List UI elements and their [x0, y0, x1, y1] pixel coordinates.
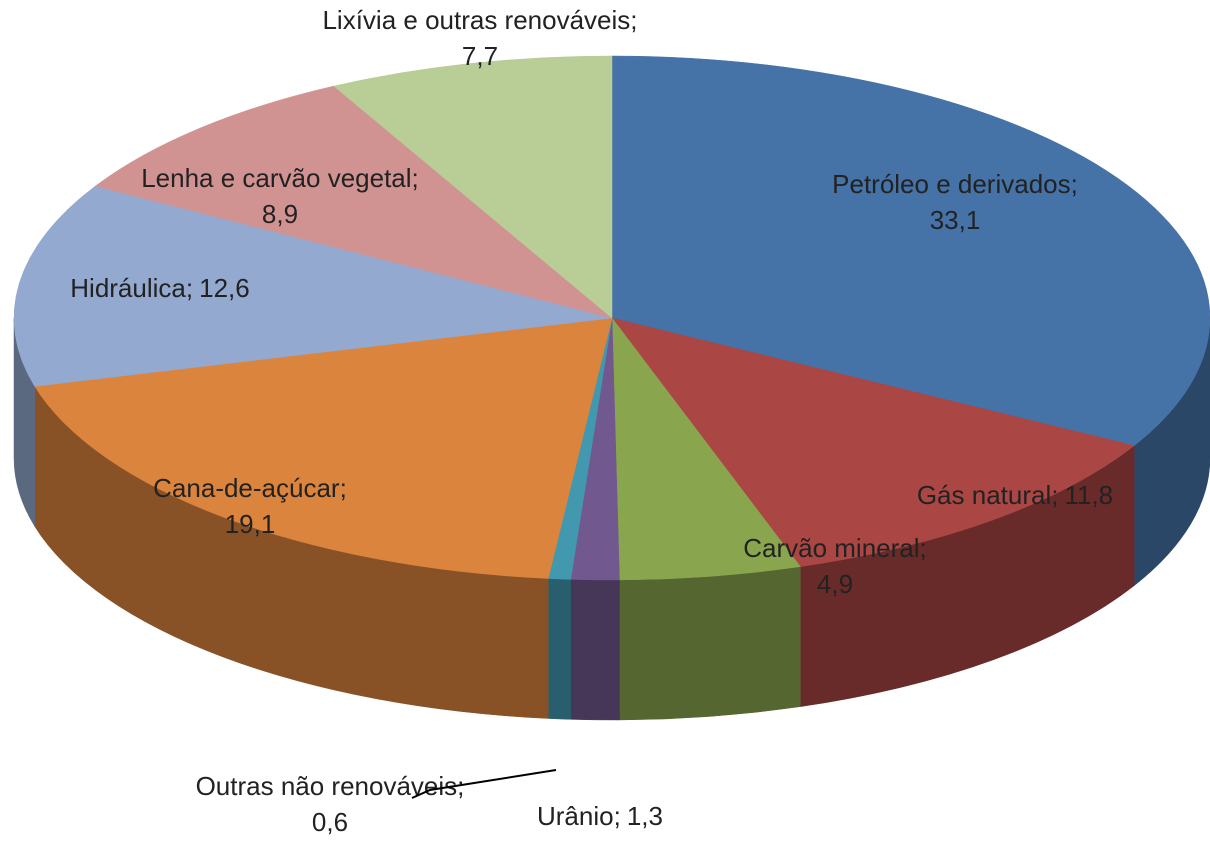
- data-label: Cana-de-açúcar; 19,1: [153, 473, 347, 539]
- data-label: Petróleo e derivados; 33,1: [832, 169, 1078, 235]
- category-name: Lixívia e outras renováveis: [322, 5, 630, 35]
- label-separator: ;: [186, 273, 193, 303]
- slice: [611, 317, 1135, 567]
- value-label: 0,6: [312, 807, 348, 837]
- data-label: Carvão mineral; 4,9: [743, 533, 927, 599]
- label-separator: ;: [1051, 480, 1058, 510]
- data-label: Outras não renováveis; 0,6: [196, 771, 465, 837]
- data-label: Gás natural; 11,8: [917, 480, 1113, 510]
- label-separator: ;: [1071, 169, 1078, 199]
- slice-side: [619, 566, 801, 721]
- category-name: Gás natural: [917, 480, 1051, 510]
- value-label: 12,6: [199, 273, 250, 303]
- slice: [611, 317, 801, 581]
- slice: [333, 55, 613, 319]
- slice: [611, 55, 1210, 446]
- value-label: 8,9: [262, 199, 298, 229]
- slice-side: [570, 579, 620, 721]
- slice: [34, 317, 613, 579]
- value-label: 11,8: [1064, 480, 1113, 510]
- slice-side: [547, 578, 571, 720]
- category-name: Cana-de-açúcar: [153, 473, 340, 503]
- label-separator: ;: [630, 5, 637, 35]
- value-label: 7,7: [462, 41, 498, 71]
- label-separator: ;: [412, 163, 419, 193]
- category-name: Petróleo e derivados: [832, 169, 1070, 199]
- label-separator: ;: [614, 801, 621, 831]
- value-label: 4,9: [817, 569, 853, 599]
- slice: [94, 85, 613, 319]
- leader-line: [411, 769, 557, 799]
- category-name: Carvão mineral: [743, 533, 919, 563]
- label-separator: ;: [920, 533, 927, 563]
- value-label: 19,1: [225, 509, 276, 539]
- category-name: Urânio: [537, 801, 614, 831]
- data-label: Lixívia e outras renováveis; 7,7: [322, 5, 637, 71]
- data-label: Urânio; 1,3: [537, 801, 663, 831]
- data-label: Hidráulica; 12,6: [70, 273, 249, 303]
- slice: [13, 185, 613, 387]
- value-label: 1,3: [627, 801, 663, 831]
- category-name: Hidráulica: [70, 273, 186, 303]
- category-name: Outras não renováveis: [196, 771, 458, 801]
- label-separator: ;: [340, 473, 347, 503]
- data-label: Lenha e carvão vegetal; 8,9: [141, 163, 419, 229]
- value-label: 33,1: [930, 205, 981, 235]
- category-name: Lenha e carvão vegetal: [141, 163, 411, 193]
